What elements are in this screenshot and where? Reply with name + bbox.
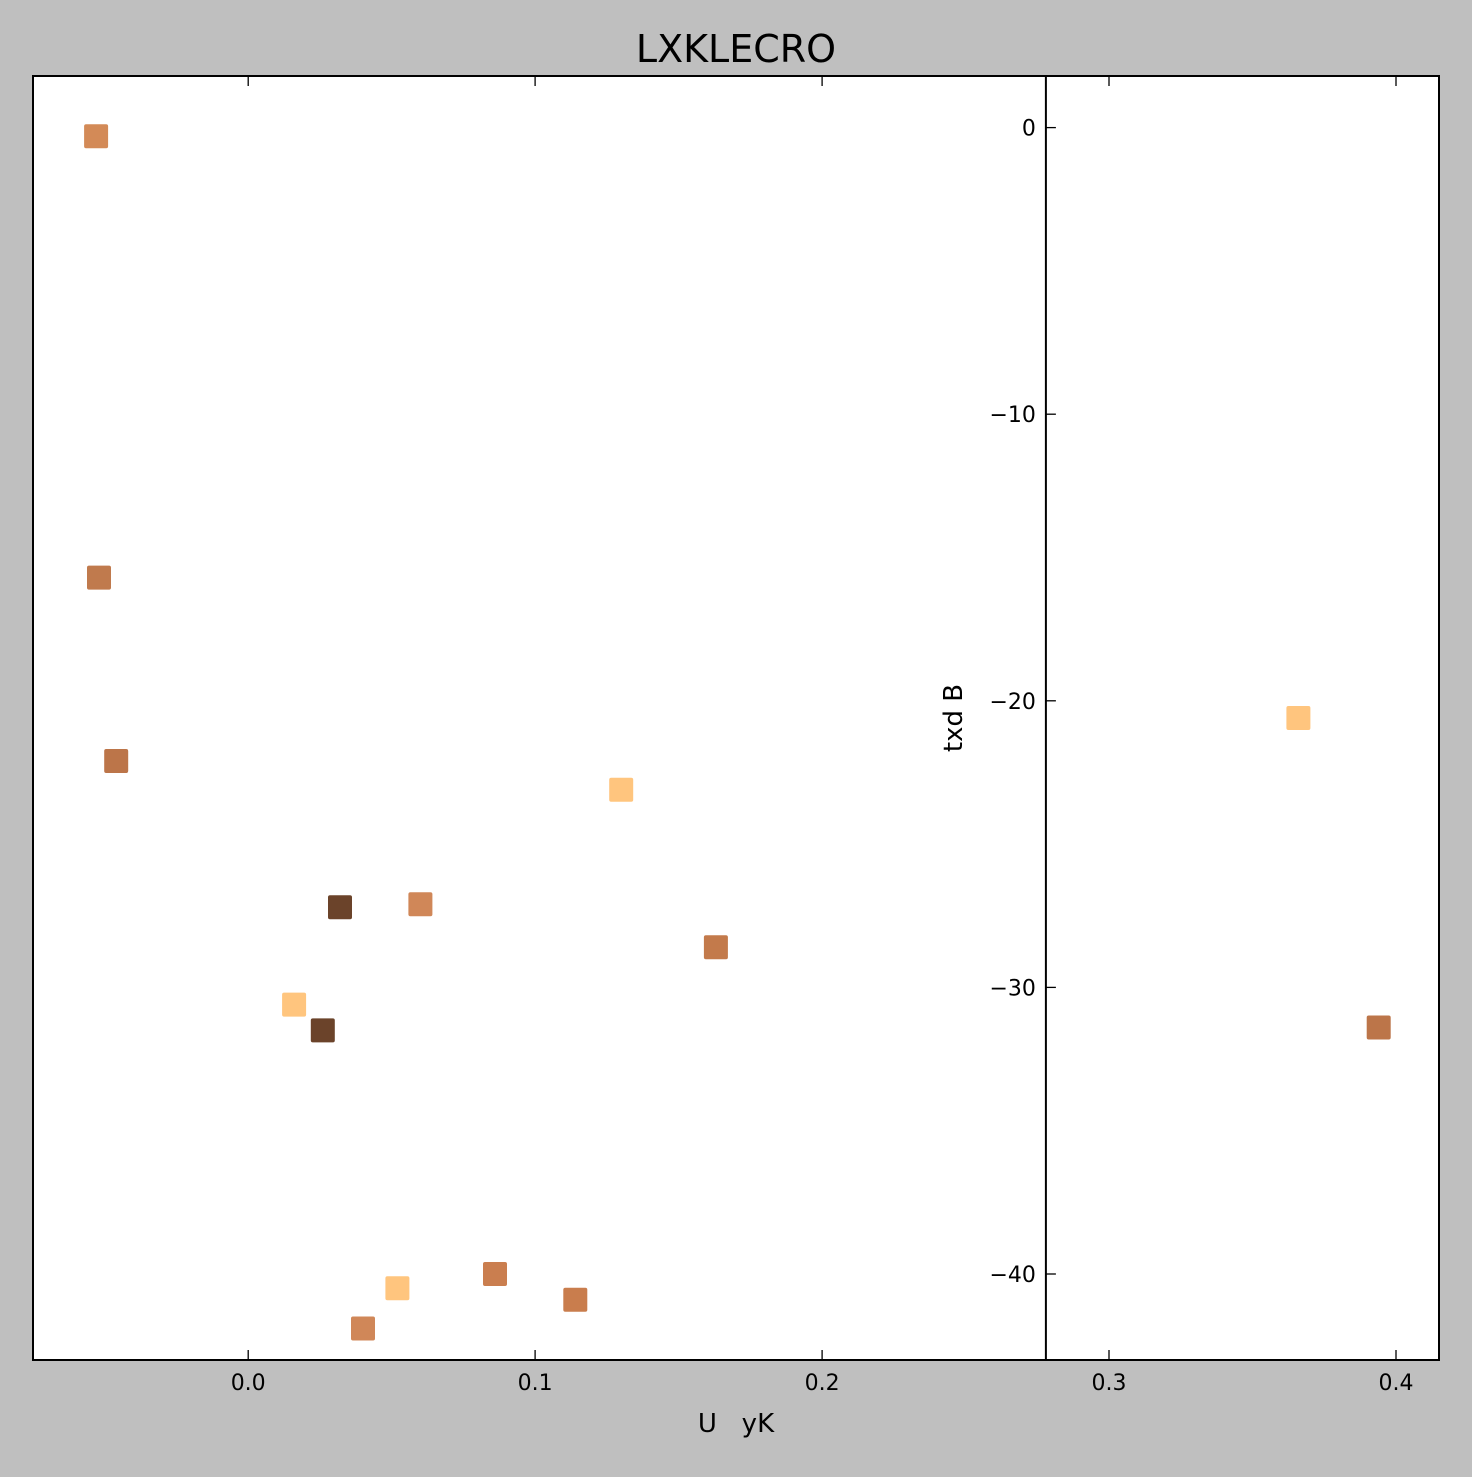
data-point xyxy=(104,749,129,773)
data-point xyxy=(483,1262,507,1286)
data-point xyxy=(385,1276,410,1301)
data-point xyxy=(84,124,109,149)
x-tick-label: 0.0 xyxy=(231,1371,266,1396)
y-axis-ticks: 0 −10 −20 −30 −40 xyxy=(989,117,1056,1288)
x-tick-label: 0.3 xyxy=(1092,1371,1127,1396)
data-point xyxy=(1286,706,1311,730)
data-point xyxy=(703,935,728,960)
data-point xyxy=(609,777,634,802)
y-tick-label: −10 xyxy=(989,403,1035,428)
data-point xyxy=(310,1018,335,1043)
y-axis-label: txd B xyxy=(939,684,969,752)
data-point xyxy=(351,1316,375,1341)
x-axis-label: U yK xyxy=(698,1409,775,1439)
x-tick-label: 0.4 xyxy=(1379,1371,1414,1396)
data-points xyxy=(84,124,1391,1341)
plot-frame xyxy=(32,75,1440,1361)
data-point xyxy=(1366,1015,1391,1040)
x-axis-ticks: 0.0 0.1 0.2 0.3 0.4 xyxy=(231,76,1414,1396)
x-tick-label: 0.1 xyxy=(518,1371,553,1396)
plot-area xyxy=(33,76,1439,1360)
y-tick-label: −40 xyxy=(989,1263,1035,1288)
data-point xyxy=(408,892,433,917)
y-tick-label: −30 xyxy=(989,976,1035,1001)
data-point xyxy=(563,1287,588,1312)
data-point xyxy=(328,895,352,920)
chart-title: LXKLECRO xyxy=(636,27,836,71)
data-point xyxy=(87,565,111,590)
y-tick-label: −20 xyxy=(989,690,1035,715)
data-point xyxy=(282,992,307,1017)
y-tick-label: 0 xyxy=(1022,117,1036,142)
x-tick-label: 0.2 xyxy=(805,1371,840,1396)
